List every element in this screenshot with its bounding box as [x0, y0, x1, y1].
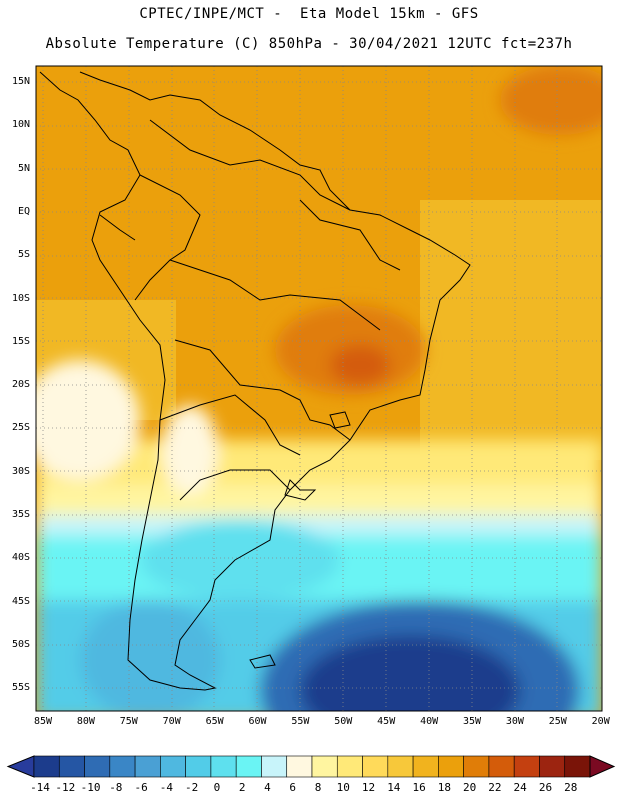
- field-pacific-cool: [36, 360, 140, 480]
- lon-label: 45W: [377, 716, 396, 727]
- lat-label: 30S: [11, 465, 30, 477]
- lat-label: 35S: [11, 509, 30, 520]
- map-title: CPTEC/INPE/MCT - Eta Model 15km - GFS: [139, 6, 479, 22]
- colorbar-swatch: [33, 755, 60, 778]
- colorbar-swatch: [109, 755, 136, 778]
- lat-label: 5N: [17, 162, 30, 174]
- lon-label: 50W: [334, 716, 353, 727]
- field-argentina-cool: [140, 520, 340, 600]
- lon-label: 25W: [548, 716, 567, 727]
- lat-label: 10N: [11, 119, 30, 131]
- lon-label: 70W: [162, 716, 181, 727]
- colorbar-high-arrow: [589, 755, 616, 778]
- colorbar-tick-label: -10: [80, 781, 101, 794]
- lat-label: EQ: [17, 205, 30, 217]
- field-coldest-low: [300, 635, 520, 711]
- colorbar-tick-label: 22: [488, 781, 502, 794]
- colorbar-tick-label: 6: [289, 781, 297, 794]
- colorbar-tick-label: 0: [213, 781, 221, 794]
- lon-label: 20W: [591, 716, 610, 727]
- lat-label: 15N: [11, 76, 30, 87]
- field-tropical-atlantic: [420, 200, 602, 460]
- colorbar-tick-label: 8: [314, 781, 322, 794]
- field-patagonia-cold: [80, 600, 220, 711]
- lat-label: 55S: [11, 682, 30, 694]
- colorbar-tick-label: 16: [412, 781, 426, 794]
- colorbar-tick-label: -2: [185, 781, 199, 794]
- colorbar-tick-label: -8: [109, 781, 123, 794]
- lon-label: 75W: [119, 716, 138, 727]
- colorbar-swatch: [539, 755, 566, 778]
- colorbar-tick-label: -4: [159, 781, 173, 794]
- colorbar-tick-label: 26: [538, 781, 553, 794]
- colorbar-tick-label: -6: [134, 781, 148, 794]
- lon-label: 40W: [420, 716, 439, 727]
- colorbar-swatch: [160, 755, 186, 778]
- colorbar-tick-label: 12: [361, 781, 376, 794]
- colorbar-tick-label: 10: [336, 781, 350, 794]
- temperature-field: [36, 66, 602, 711]
- colorbar-swatch: [412, 755, 439, 778]
- lat-label: 25S: [11, 422, 30, 434]
- lat-label: 5S: [17, 249, 30, 261]
- colorbar-swatch: [311, 755, 338, 778]
- colorbar-tick-label: 24: [513, 781, 527, 794]
- colorbar-swatch: [58, 755, 85, 778]
- colorbar-swatch: [235, 755, 262, 778]
- colorbar-low-arrow: [6, 755, 35, 778]
- colorbar-tick-label: 20: [463, 781, 477, 794]
- lon-label: 85W: [33, 716, 53, 727]
- lat-label: 10S: [11, 292, 30, 304]
- colorbar-swatch: [513, 755, 540, 778]
- field-andes-cool: [162, 405, 218, 495]
- colorbar-tick-label: -14: [30, 781, 50, 794]
- colorbar-swatch: [134, 755, 161, 778]
- colorbar-swatch: [387, 755, 414, 778]
- colorbar-swatch: [185, 755, 212, 778]
- colorbar-tick-label: 2: [238, 781, 246, 794]
- colorbar-swatch: [488, 755, 515, 778]
- lon-label: 80W: [76, 716, 95, 727]
- lat-label: 40S: [11, 552, 30, 564]
- lat-label: 20S: [11, 379, 30, 391]
- lon-label: 30W: [505, 716, 524, 727]
- colorbar-tick-label: -12: [55, 781, 76, 794]
- colorbar-swatch: [438, 755, 464, 778]
- lon-label: 60W: [248, 716, 267, 727]
- lat-label: 15S: [11, 335, 30, 347]
- colorbar-swatch: [84, 755, 111, 778]
- colorbar-tick-label: 4: [264, 781, 271, 794]
- colorbar-tick-label: 28: [564, 781, 578, 794]
- lat-label: 50S: [11, 638, 30, 650]
- map-subtitle: Absolute Temperature (C) 850hPa - 30/04/…: [45, 36, 573, 52]
- map-frame: [35, 65, 603, 712]
- lon-label: 55W: [291, 716, 310, 727]
- coastlines: [39, 71, 471, 691]
- field-hottest-core: [330, 345, 390, 385]
- field-north-hot: [500, 66, 602, 135]
- lat-label: 45S: [11, 595, 30, 607]
- colorbar-swatch: [336, 755, 363, 778]
- lon-label: 35W: [462, 716, 482, 727]
- lon-label: 65W: [205, 716, 224, 727]
- colorbar-swatch: [210, 755, 237, 778]
- colorbar-swatch: [261, 755, 288, 778]
- colorbar-swatch: [362, 755, 389, 778]
- colorbar-tick-label: 18: [437, 781, 451, 794]
- colorbar-swatch: [463, 755, 490, 778]
- colorbar-tick-label: 14: [387, 781, 401, 794]
- colorbar: [6, 755, 616, 778]
- colorbar-swatch: [564, 755, 591, 778]
- colorbar-swatch: [286, 755, 313, 778]
